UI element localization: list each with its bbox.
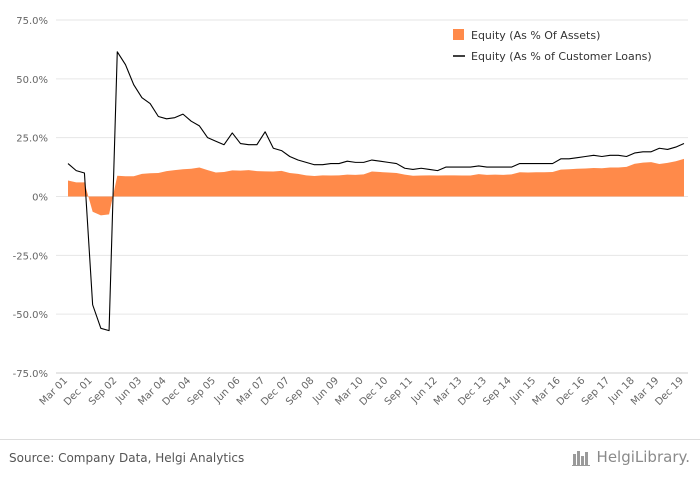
y-axis: -75.0% -50.0% -25.0% 0% 25.0% 50.0% 75.0% (13, 16, 48, 380)
y-tick-label: -75.0% (13, 369, 48, 380)
y-tick-label: 25.0% (16, 134, 48, 145)
x-tick-label: Sep 05 (186, 375, 218, 407)
x-tick-label: Sep 11 (383, 375, 415, 407)
brand-logo: HelgiLibrary. (571, 448, 690, 466)
source-note: Source: Company Data, Helgi Analytics (9, 451, 245, 465)
series-area-equity-assets (68, 158, 684, 216)
legend-label-area: Equity (As % Of Assets) (471, 29, 600, 42)
y-tick-label: 0% (32, 193, 48, 204)
y-tick-label: 75.0% (16, 16, 48, 27)
x-tick-label: Sep 02 (87, 375, 119, 407)
brand-name: HelgiLibrary. (596, 448, 690, 466)
x-tick-label: Sep 14 (481, 375, 513, 407)
y-tick-label: 50.0% (16, 75, 48, 86)
x-tick-label: Sep 17 (580, 375, 612, 407)
series-line-equity-loans (67, 51, 685, 332)
y-tick-label: -50.0% (13, 310, 48, 321)
y-tick-label: -25.0% (13, 251, 48, 262)
legend: Equity (As % Of Assets) Equity (As % of C… (453, 29, 652, 63)
plot-area (67, 51, 685, 332)
legend-label-line: Equity (As % of Customer Loans) (471, 50, 652, 63)
x-tick-label: Sep 08 (284, 375, 316, 407)
chart: -75.0% -50.0% -25.0% 0% 25.0% 50.0% 75.0% Mar … (13, 16, 688, 408)
library-icon (571, 451, 590, 466)
legend-swatch-area (453, 29, 464, 40)
footer-divider (0, 439, 700, 440)
